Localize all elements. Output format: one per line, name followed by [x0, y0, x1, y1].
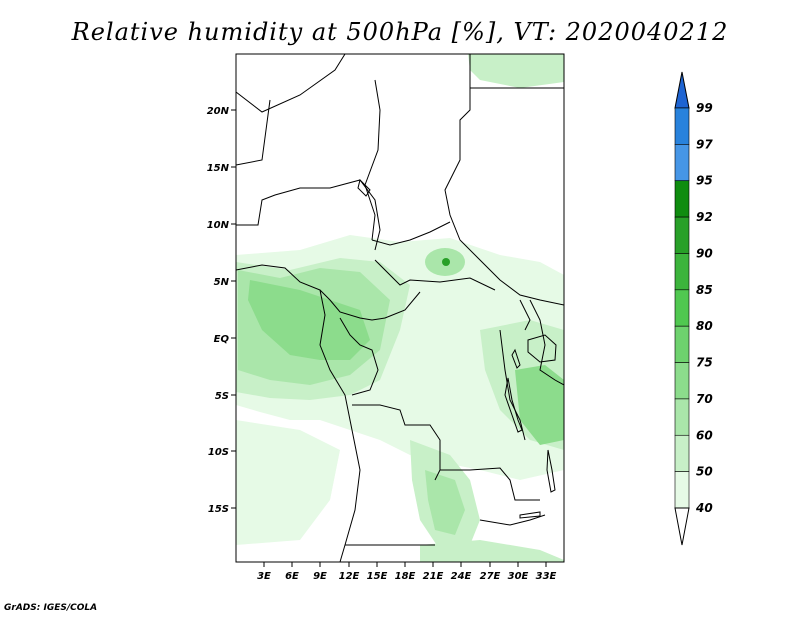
humidity-band-core — [248, 280, 370, 360]
borders — [236, 54, 564, 562]
colorbar-segment — [674, 289, 690, 327]
border-car — [374, 259, 496, 291]
lat-label: 20N — [207, 106, 230, 117]
humidity-south-core — [425, 470, 465, 535]
coastline-west — [236, 264, 361, 562]
lake-malawi — [546, 449, 556, 493]
lon-label: 9E — [313, 571, 327, 582]
lat-label: 5S — [215, 391, 229, 402]
longitude-axis: 3E 6E 9E 12E 15E 18E 21E 24E 27E 30E 33E — [257, 562, 557, 582]
lake-victoria — [527, 334, 557, 363]
credit-label: GrADS: IGES/COLA — [4, 603, 98, 613]
lon-label: 12E — [339, 571, 360, 582]
colorbar-label: 92 — [696, 210, 713, 224]
lon-label: 18E — [395, 571, 416, 582]
lon-label: 33E — [536, 571, 557, 582]
border-congo — [339, 317, 379, 396]
lake-albert — [511, 348, 521, 369]
lon-label: 27E — [480, 571, 501, 582]
lake-tanganyika — [504, 377, 523, 433]
lon-label: 3E — [257, 571, 271, 582]
border-sudan-chad — [371, 221, 451, 246]
border-north-2 — [364, 79, 381, 241]
lake-chad — [357, 179, 371, 197]
lon-label: 21E — [423, 571, 444, 582]
colorbar-label: 95 — [696, 174, 713, 188]
colorbar-top-arrow — [674, 71, 690, 109]
lat-label: 10S — [208, 447, 229, 458]
border-cameroon — [319, 289, 386, 321]
border-east-africa — [529, 299, 564, 386]
chart-title: Relative humidity at 500hPa [%], VT: 202… — [71, 18, 729, 46]
lat-label: EQ — [214, 334, 230, 345]
lon-label: 30E — [508, 571, 529, 582]
colorbar-label: 75 — [696, 356, 713, 370]
border-north-1 — [236, 54, 346, 113]
humidity-east-core — [515, 365, 564, 445]
lon-label: 24E — [451, 571, 472, 582]
border-angola — [352, 404, 441, 481]
border-zimbabwe — [479, 514, 546, 526]
humidity-patch-ne — [468, 54, 564, 88]
colorbar-label: 99 — [696, 101, 713, 115]
humidity-southwest — [236, 420, 340, 545]
lat-label: 15N — [207, 163, 230, 174]
colorbar-segment — [674, 216, 690, 254]
lon-label: 15E — [367, 571, 388, 582]
border-kenya — [519, 299, 531, 331]
humidity-spot-ne-core — [442, 258, 450, 266]
border-zambia — [440, 467, 540, 501]
colorbar-label: 70 — [696, 392, 713, 406]
colorbar-label: 80 — [696, 319, 713, 333]
lat-label: 15S — [208, 504, 229, 515]
colorbar-segment — [674, 471, 690, 509]
colorbar-segment — [674, 434, 690, 472]
colorbar-segment — [674, 253, 690, 291]
humidity-far-south — [420, 540, 564, 562]
colorbar-segment — [674, 180, 690, 218]
colorbar: 99 97 95 92 90 85 80 75 70 60 50 40 — [674, 71, 713, 546]
colorbar-label: 50 — [696, 465, 713, 479]
colorbar-segment — [674, 398, 690, 436]
colorbar-segment — [674, 144, 690, 182]
border-libya-egypt — [444, 54, 564, 306]
colorbar-segment — [674, 362, 690, 400]
lat-label: 10N — [207, 220, 230, 231]
lake-kariba — [519, 511, 541, 519]
colorbar-label: 85 — [696, 283, 713, 297]
lat-label: 5N — [214, 277, 230, 288]
colorbar-label: 40 — [695, 501, 713, 515]
border-north-3 — [236, 99, 271, 166]
humidity-field — [236, 54, 564, 562]
lon-label: 6E — [285, 571, 299, 582]
border-drc-north — [384, 291, 421, 319]
colorbar-label: 60 — [696, 428, 713, 442]
border-sahel — [236, 179, 381, 251]
colorbar-label: 90 — [696, 246, 713, 260]
latitude-axis: 20N 15N 10N 5N EQ 5S 10S 15S — [207, 106, 236, 515]
colorbar-label: 97 — [696, 137, 713, 151]
map-frame — [235, 53, 565, 563]
colorbar-segment — [674, 325, 690, 363]
colorbar-segment — [674, 107, 690, 145]
border-drc-east — [499, 329, 526, 441]
colorbar-bottom-arrow — [674, 507, 690, 546]
